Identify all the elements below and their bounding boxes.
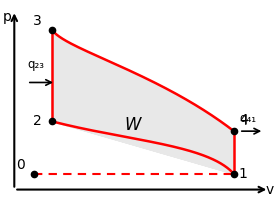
Text: q₄₁: q₄₁ — [239, 112, 256, 125]
Polygon shape — [52, 30, 234, 174]
Text: W: W — [125, 116, 141, 134]
Text: p: p — [3, 10, 12, 24]
Text: 3: 3 — [33, 14, 42, 28]
Text: 1: 1 — [239, 167, 248, 181]
Text: q₂₃: q₂₃ — [27, 58, 44, 71]
Text: 4: 4 — [239, 113, 248, 127]
Text: 2: 2 — [33, 114, 42, 128]
Text: 0: 0 — [16, 158, 24, 172]
Text: v: v — [265, 183, 273, 197]
